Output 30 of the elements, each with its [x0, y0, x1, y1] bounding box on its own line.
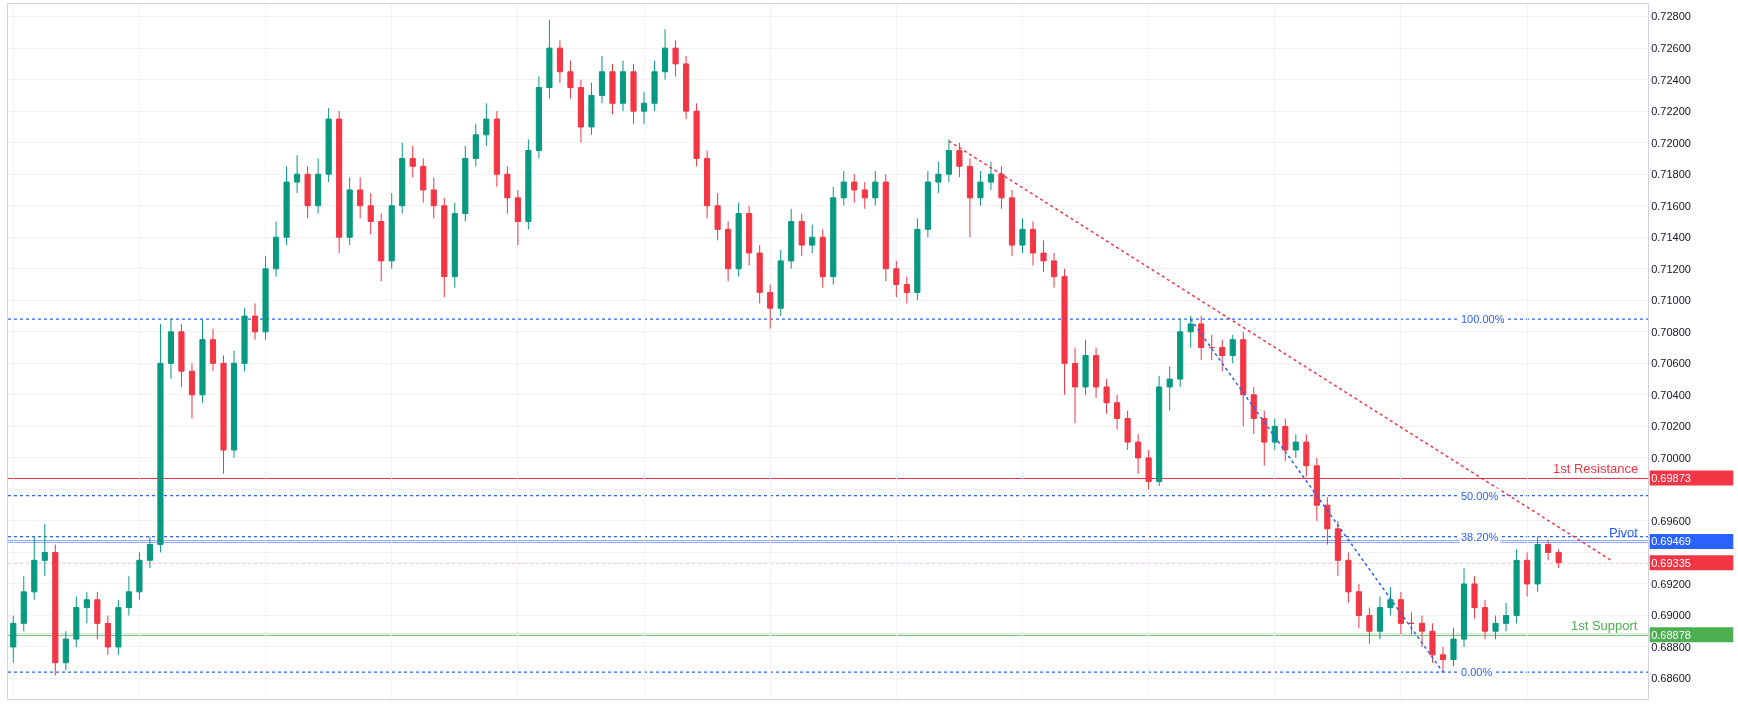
annotation: 100.00% [1461, 313, 1505, 325]
y-tick-label: 0.69200 [1651, 577, 1691, 590]
y-tick-label: 0.69000 [1651, 609, 1691, 622]
y-tick-label: 0.72600 [1651, 41, 1691, 54]
y-tick-label: 0.68878 [1651, 628, 1691, 641]
y-tick-label: 0.71800 [1651, 168, 1691, 181]
y-tick-label: 0.70000 [1651, 451, 1691, 464]
y-tick-label: 0.71400 [1651, 231, 1691, 244]
annotation: 0.00% [1461, 666, 1493, 678]
y-tick-label: 0.70600 [1651, 357, 1691, 370]
y-tick-label: 0.71000 [1651, 294, 1691, 307]
y-tick-label: 0.72000 [1651, 136, 1691, 149]
y-tick-label: 0.69600 [1651, 514, 1691, 527]
y-tick-label: 0.68800 [1651, 640, 1691, 653]
y-tick-label: 0.72400 [1651, 73, 1691, 86]
y-tick-label: 0.70800 [1651, 325, 1691, 338]
ref-line-label: 1st Resistance [1553, 461, 1639, 476]
annotation: 38.20% [1461, 531, 1499, 543]
y-tick-label: 0.72800 [1651, 10, 1691, 23]
y-tick-label: 0.70200 [1651, 420, 1691, 433]
ref-line-label: 1st Support [1571, 618, 1638, 633]
y-tick-label: 0.68600 [1651, 672, 1691, 685]
y-tick-label: 0.69335 [1651, 556, 1691, 569]
y-tick-label: 0.69469 [1651, 535, 1691, 548]
annotation: 50.00% [1461, 490, 1499, 502]
y-tick-label: 0.72200 [1651, 105, 1691, 118]
y-tick-label: 0.71600 [1651, 199, 1691, 212]
y-tick-label: 0.71200 [1651, 262, 1691, 275]
y-tick-label: 0.69873 [1651, 471, 1691, 484]
y-tick-label: 0.70400 [1651, 388, 1691, 401]
